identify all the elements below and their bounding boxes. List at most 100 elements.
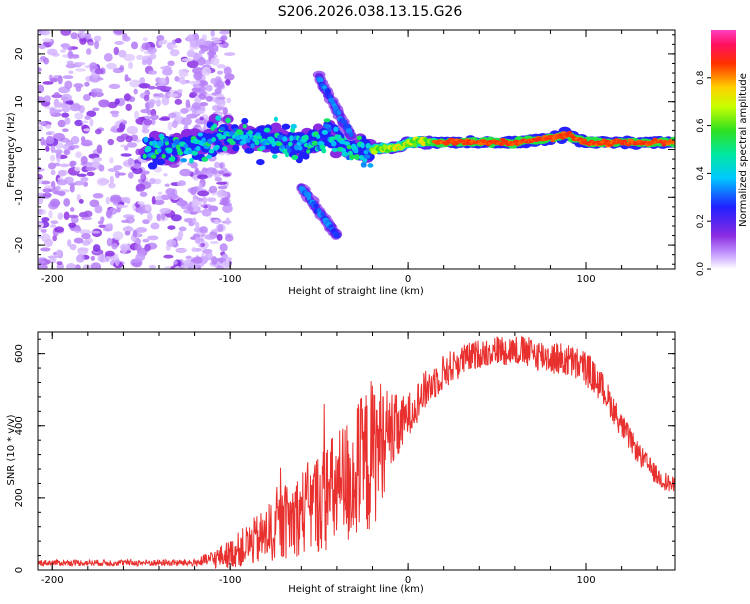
spectrogram-noise-blob: [111, 112, 119, 118]
spectrogram-noise-blob: [70, 136, 80, 145]
spectrogram-ridge-cell: [652, 137, 658, 141]
spectrogram-noise-blob: [198, 44, 205, 49]
spectrogram-noise-blob: [206, 197, 217, 203]
spectrogram-noise-blob: [40, 247, 51, 252]
spectrogram-noise-blob: [211, 256, 218, 265]
spectrogram-noise-blob: [108, 83, 121, 90]
spectrogram-noise-blob: [225, 79, 231, 86]
spectrogram-noise-blob: [40, 228, 47, 233]
spectrogram-noise-blob: [224, 234, 234, 242]
spectrogram-noise-blob: [69, 160, 76, 168]
spectrogram-noise-blob: [49, 154, 56, 162]
spectrogram-ridge-cell: [367, 163, 374, 168]
spectrogram-noise-blob: [92, 192, 104, 199]
spectrogram-noise-blob: [157, 191, 163, 195]
spectrogram-noise-blob: [116, 127, 124, 133]
spectrogram-noise-blob: [190, 187, 197, 196]
spectrogram-noise-blob: [96, 144, 103, 154]
spectrogram-noise-blob: [74, 227, 82, 232]
spectrogram-ridge-cell: [349, 154, 357, 160]
spectrogram-ridge-cell: [291, 154, 299, 160]
spectrogram-noise-blob: [40, 30, 51, 36]
spectrogram-noise-blob: [166, 239, 177, 247]
snr-ytick-label: 200: [14, 488, 25, 507]
spectrogram-noise-blob: [60, 30, 72, 36]
spectrogram-noise-blob: [216, 106, 226, 111]
spectrogram-noise-blob: [163, 173, 168, 177]
spectrogram-noise-blob: [43, 57, 50, 65]
spectrogram-noise-blob: [68, 70, 74, 75]
spectrogram-noise-blob: [149, 264, 156, 269]
spectrogram-noise-blob: [216, 233, 223, 241]
spectrogram-noise-blob: [89, 199, 100, 208]
spectrogram-noise-blob: [167, 225, 176, 230]
snr-xlabel: Height of straight line (km): [288, 584, 424, 595]
spectrogram-noise-blob: [163, 254, 174, 259]
spectrogram-noise-blob: [150, 114, 160, 121]
spectrogram-ridge-cell: [360, 161, 367, 168]
spectrogram-noise-blob: [38, 58, 43, 63]
spectrogram-noise-blob: [214, 177, 223, 182]
spectrogram-ridge-cell: [363, 154, 371, 160]
spectrogram-noise-blob: [164, 183, 170, 187]
spectrogram-ridge-cell: [316, 134, 321, 139]
spectrogram-noise-blob: [171, 120, 178, 128]
spectrogram-noise-blob: [155, 99, 161, 107]
spectrogram-noise-blob: [219, 30, 230, 35]
spectrogram-noise-blob: [76, 173, 87, 177]
spectrogram-noise-blob: [217, 170, 225, 175]
spectrogram-noise-blob: [77, 247, 88, 256]
snr-ytick-label: 0: [14, 567, 25, 573]
spectrogram-ridge-cell: [191, 150, 199, 156]
spectrogram-noise-blob: [92, 244, 101, 253]
spectrogram-ytick-label: 10: [14, 95, 25, 108]
spectrogram-ridge-cell: [341, 151, 349, 157]
spectrogram-noise-blob: [201, 66, 212, 76]
spectrogram-noise-blob: [192, 256, 203, 264]
spectrogram-noise-blob: [68, 222, 77, 228]
spectrogram-noise-blob: [185, 255, 192, 260]
spectrogram-noise-blob: [222, 204, 233, 213]
snr-ylabel: SNR (10 * v/v): [6, 414, 17, 485]
spectrogram-noise-blob: [78, 30, 86, 39]
spectrogram-noise-blob: [135, 227, 148, 233]
spectrogram-noise-blob: [91, 88, 103, 93]
spectrogram-noise-blob: [176, 199, 188, 207]
spectrogram-noise-blob: [59, 163, 70, 168]
spectrogram-ridge-cell: [320, 211, 325, 217]
spectrogram-noise-blob: [141, 42, 151, 51]
spectrogram-noise-blob: [117, 172, 126, 176]
spectrogram-noise-blob: [70, 55, 80, 59]
spectrogram-noise-blob: [205, 95, 213, 102]
spectrogram-noise-blob: [158, 40, 164, 46]
spectrogram-noise-blob: [69, 243, 77, 251]
spectrogram-noise-blob: [63, 197, 71, 207]
spectrogram-noise-blob: [80, 136, 86, 142]
spectrogram-noise-blob: [54, 109, 63, 113]
snr-xtick-label: -100: [219, 575, 242, 586]
spectrogram-noise-blob: [49, 198, 61, 208]
spectrogram-ridge-cell: [329, 149, 342, 159]
spectrogram-noise-blob: [132, 167, 143, 175]
colorbar-ticks: 0.0 0.2 0.4 0.6 0.8: [696, 70, 711, 276]
spectrogram-noise-blob: [204, 234, 216, 240]
spectrogram-noise-blob: [62, 128, 69, 133]
spectrogram-noise-blob: [86, 110, 97, 117]
spectrogram-ridge-cell: [362, 158, 368, 163]
spectrogram-noise-blob: [54, 226, 65, 233]
spectrogram-ridge-cell: [234, 135, 242, 141]
spectrogram-ytick-label: 20: [14, 48, 25, 61]
spectrogram-noise-blob: [49, 107, 57, 116]
spectrogram-noise-blob: [38, 222, 44, 228]
spectrogram-noise-blob: [74, 180, 85, 186]
spectrogram-noise-blob: [180, 264, 191, 269]
spectrogram-ridge-cell: [177, 150, 184, 156]
spectrogram-noise-blob: [134, 110, 140, 120]
spectrogram-noise-blob: [133, 88, 138, 95]
spectrogram-noise-blob: [171, 44, 178, 49]
spectrogram-noise-blob: [63, 211, 70, 220]
spectrogram-noise-blob: [142, 37, 148, 42]
spectrogram-noise-blob: [217, 99, 226, 108]
spectrogram-noise-blob: [107, 168, 118, 172]
spectrogram-noise-blob: [203, 204, 209, 209]
